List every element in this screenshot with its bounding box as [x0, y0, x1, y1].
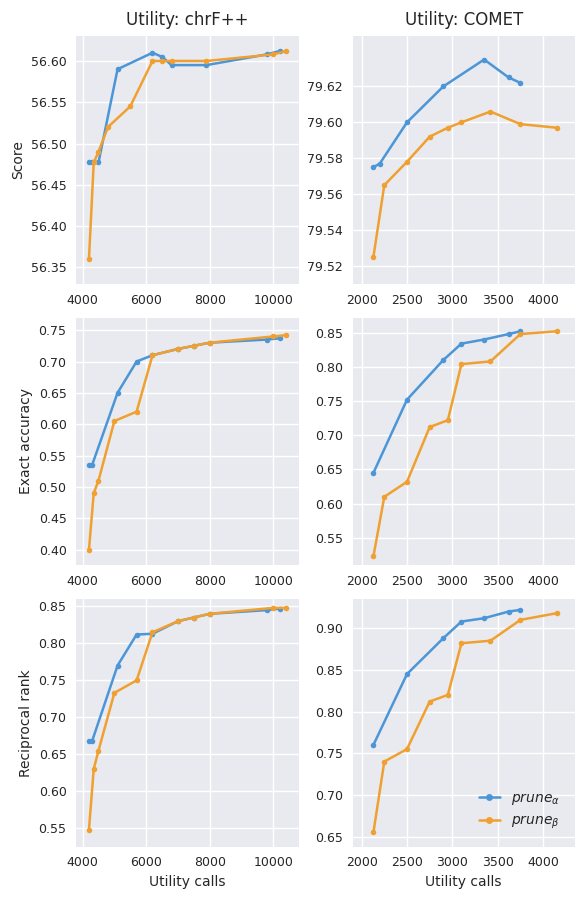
- Y-axis label: Reciprocal rank: Reciprocal rank: [19, 669, 33, 777]
- Y-axis label: Exact accuracy: Exact accuracy: [19, 389, 33, 494]
- X-axis label: Utility calls: Utility calls: [149, 875, 226, 889]
- X-axis label: Utility calls: Utility calls: [425, 875, 502, 889]
- Legend: $prune_{\alpha}$, $prune_{\beta}$: $prune_{\alpha}$, $prune_{\beta}$: [471, 783, 568, 840]
- Title: Utility: COMET: Utility: COMET: [404, 11, 523, 29]
- Y-axis label: Score: Score: [11, 140, 25, 179]
- Title: Utility: chrF++: Utility: chrF++: [126, 11, 248, 29]
